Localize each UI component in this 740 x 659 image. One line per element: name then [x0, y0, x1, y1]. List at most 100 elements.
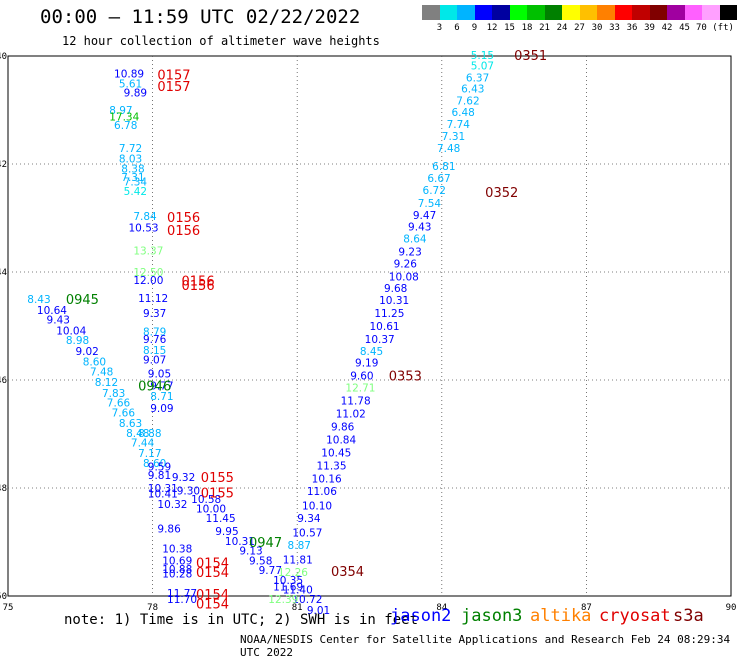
satellite-legend-cryosat: cryosat — [599, 606, 671, 626]
page-subtitle: 12 hour collection of altimeter wave hei… — [62, 34, 380, 48]
swh-value-label: 9.76 — [143, 334, 167, 346]
swh-value-label: 5.61 — [119, 79, 142, 91]
swh-value-label: 13.37 — [133, 245, 163, 257]
swh-value-label: 7.48 — [90, 366, 113, 378]
latitude-tick-label: 48 — [0, 484, 7, 494]
swh-value-label: 8.45 — [360, 346, 383, 358]
swh-value-label: 17.34 — [109, 111, 139, 123]
map-frame — [7, 55, 732, 597]
legend-swatch — [684, 5, 702, 20]
longitude-tick-label: 81 — [292, 603, 303, 613]
swh-value-label: 10.64 — [37, 305, 67, 317]
legend-tick-label: 15 — [504, 23, 515, 33]
longitude-tick-label: 84 — [436, 603, 447, 613]
legend-tick-label: 70 (ft) — [696, 23, 734, 33]
swh-value-label: 7.31 — [121, 172, 144, 184]
swh-value-label: 11.45 — [206, 513, 236, 525]
swh-value-label: 5.42 — [124, 186, 147, 198]
pass-time-label: 0156 — [167, 211, 200, 226]
swh-value-label: 11.06 — [307, 486, 337, 498]
swh-value-label: 7.84 — [133, 211, 157, 223]
longitude-tick-label: 75 — [3, 603, 14, 613]
swh-value-label: 9.58 — [249, 555, 272, 567]
swh-value-label: 9.02 — [75, 346, 98, 358]
legend-tick-label: 3 — [436, 23, 443, 33]
swh-value-label: 8.60 — [83, 357, 106, 369]
swh-value-label: 12.00 — [133, 275, 163, 287]
swh-value-label: 10.38 — [162, 543, 192, 555]
swh-value-label: 8.48 — [126, 428, 149, 440]
swh-value-label: 10.57 — [292, 527, 322, 539]
swh-value-label: 8.03 — [119, 154, 142, 166]
pass-time-label: 0157 — [157, 68, 190, 83]
swh-value-label: 10.10 — [302, 500, 332, 512]
swh-value-label: 8.97 — [109, 105, 132, 117]
swh-value-label: 12.50 — [133, 267, 163, 279]
legend-swatch — [719, 5, 737, 20]
swh-value-label: 11.40 — [283, 585, 313, 597]
legend-swatch — [439, 5, 457, 20]
swh-value-label: 6.37 — [466, 73, 489, 85]
swh-value-label: 10.41 — [148, 488, 178, 500]
swh-value-label: 6.67 — [427, 173, 450, 185]
swh-value-label: 7.31 — [442, 131, 465, 143]
pass-time-label: 0156 — [167, 224, 200, 239]
swh-value-label: 9.23 — [398, 246, 421, 258]
swh-value-label: 9.19 — [355, 358, 378, 370]
legend-tick-label: 39 — [644, 23, 655, 33]
swh-value-label: 10.31 — [225, 536, 255, 548]
pass-time-label: 0945 — [66, 293, 99, 308]
pass-time-label: 0154 — [196, 598, 229, 613]
legend-tick-label: 12 — [486, 23, 498, 33]
swh-value-label: 12.39 — [268, 594, 298, 606]
swh-value-label: 9.43 — [47, 315, 70, 327]
swh-value-label: 9.47 — [413, 210, 436, 222]
legend-tick-label: 24 — [556, 23, 568, 33]
swh-value-label: 11.25 — [374, 308, 404, 320]
pass-time-label: 0154 — [196, 557, 229, 572]
swh-value-label: 9.09 — [150, 403, 173, 415]
swh-value-label: 7.66 — [112, 407, 136, 419]
swh-value-label: 9.07 — [143, 354, 166, 366]
swh-value-label: 10.45 — [321, 447, 351, 459]
legend-tick-label: 21 — [539, 23, 550, 33]
swh-value-label: 10.88 — [162, 564, 192, 576]
latitude-tick-label: 40 — [0, 52, 7, 62]
swh-value-label: 10.31 — [148, 483, 178, 495]
legend-tick-label: 30 — [591, 23, 603, 33]
legend-tick-label: 6 — [454, 23, 460, 33]
swh-value-label: 11.77 — [167, 588, 197, 600]
pass-time-label: 0354 — [331, 565, 364, 580]
legend-swatch — [649, 5, 667, 20]
swh-value-label: 9.95 — [215, 526, 238, 538]
swh-value-label: 12.26 — [278, 567, 308, 579]
swh-value-label: 10.72 — [292, 594, 322, 606]
swh-value-label: 6.43 — [461, 83, 484, 95]
swh-value-label: 7.74 — [447, 119, 471, 131]
swh-value-label: 9.77 — [259, 565, 282, 577]
credit-line: NOAA/NESDIS Center for Satellite Applica… — [240, 633, 731, 659]
swh-value-label: 9.60 — [350, 371, 373, 383]
legend-swatch — [509, 5, 527, 20]
swh-value-label: 9.81 — [148, 470, 171, 482]
latitude-tick-label: 44 — [0, 268, 7, 278]
swh-value-label: 5.07 — [471, 61, 494, 73]
swh-value-label: 9.26 — [394, 258, 418, 270]
swh-value-label: 10.28 — [162, 568, 192, 580]
swh-value-label: 8.79 — [143, 326, 166, 338]
pass-time-label: 0157 — [157, 80, 190, 95]
legend-swatch — [527, 5, 545, 20]
swh-value-label: 10.53 — [129, 223, 159, 235]
swh-value-label: 8.38 — [121, 163, 144, 175]
legend-swatch — [457, 5, 475, 20]
legend-swatch — [422, 5, 440, 20]
longitude-tick-label: 87 — [581, 603, 592, 613]
swh-value-label: 9.05 — [148, 369, 171, 381]
legend-swatch — [474, 5, 492, 20]
pass-time-label: 0352 — [485, 186, 518, 201]
legend-tick-label: 33 — [609, 23, 620, 33]
legend-swatch — [702, 5, 720, 20]
satellite-legend-jason2: jason2 — [390, 606, 452, 626]
swh-value-label: 7.62 — [456, 95, 479, 107]
satellite-legend-altika: altika — [530, 606, 592, 626]
